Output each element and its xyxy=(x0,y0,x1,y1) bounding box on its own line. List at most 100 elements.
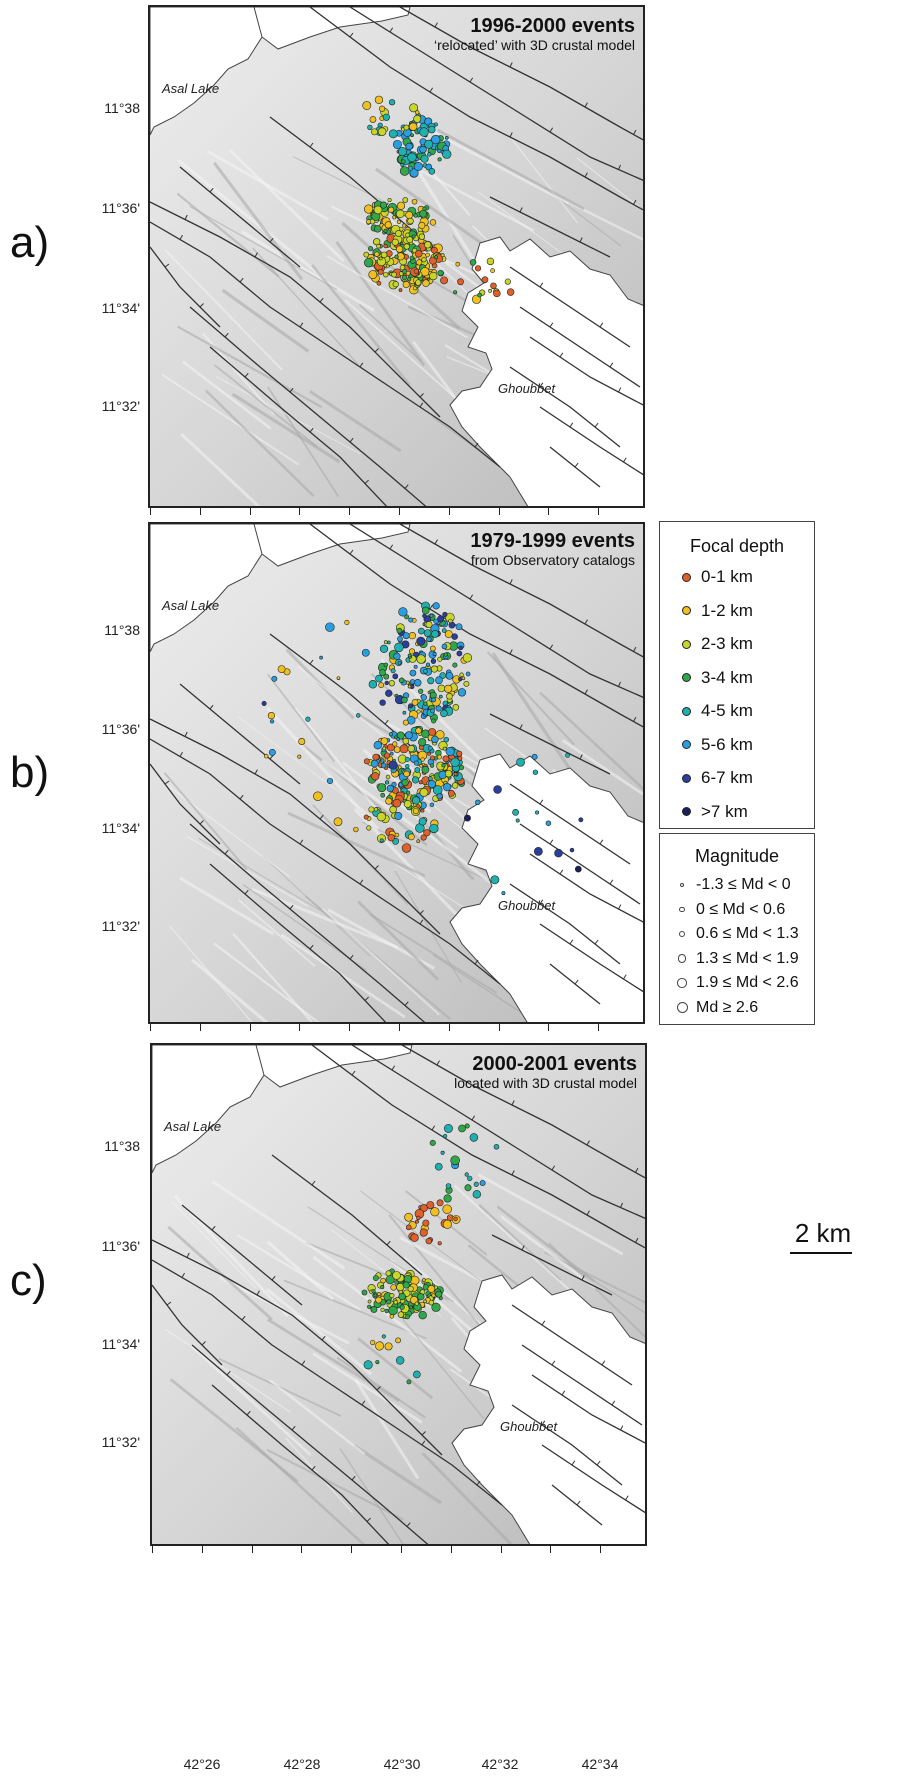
earthquake-event xyxy=(435,730,445,740)
earthquake-event xyxy=(409,679,416,685)
earthquake-event xyxy=(396,627,403,634)
map-panel-c: 2000-2001 events located with 3D crustal… xyxy=(150,1043,647,1546)
asal-lake-label: Asal Lake xyxy=(162,598,220,613)
panel-c-subtitle: located with 3D crustal model xyxy=(454,1075,637,1091)
earthquake-event xyxy=(389,732,393,737)
earthquake-event xyxy=(397,1311,405,1318)
relief-streak xyxy=(325,254,468,339)
asal-lake-shore xyxy=(253,524,411,567)
relief-streak xyxy=(283,1279,427,1340)
earthquake-event xyxy=(403,800,412,808)
earthquake-event xyxy=(391,781,397,787)
fault-tick xyxy=(633,199,637,205)
fault-line xyxy=(489,713,611,775)
earthquake-event xyxy=(416,1215,421,1221)
earthquake-event xyxy=(407,745,415,753)
fault-tick xyxy=(511,1170,515,1176)
longitude-tick xyxy=(448,1024,450,1031)
fault-tick xyxy=(476,1480,481,1486)
longitude-tick xyxy=(548,1024,550,1031)
fault-tick xyxy=(561,1390,566,1396)
earthquake-event xyxy=(368,680,378,689)
earthquake-event xyxy=(423,1299,427,1304)
earthquake-event xyxy=(395,1337,401,1344)
earthquake-event xyxy=(434,1162,443,1171)
depth-legend-item: 0-1 km xyxy=(682,566,753,588)
earthquake-event xyxy=(393,746,401,753)
earthquake-event xyxy=(372,1275,379,1281)
fault-line xyxy=(529,853,643,923)
fault-tick xyxy=(291,1425,296,1431)
depth-swatch xyxy=(682,673,691,682)
earthquake-event xyxy=(394,254,399,259)
earthquake-event xyxy=(361,648,370,657)
relief-streak xyxy=(561,739,643,796)
earthquake-event xyxy=(380,251,388,259)
fault-tick xyxy=(596,1460,601,1466)
earthquake-event xyxy=(424,241,432,249)
earthquake-event xyxy=(569,847,575,853)
earthquake-event xyxy=(409,669,417,677)
earthquake-event xyxy=(420,808,425,813)
earthquake-event xyxy=(423,829,431,837)
earthquake-event xyxy=(405,1314,410,1320)
depth-swatch xyxy=(682,706,691,716)
earthquake-event xyxy=(413,213,418,218)
earthquake-event xyxy=(397,661,402,665)
fault-tick xyxy=(635,1167,639,1173)
earthquake-event xyxy=(381,1334,386,1339)
fault-tick xyxy=(618,387,622,393)
fault-line xyxy=(150,221,501,468)
earthquake-event xyxy=(344,619,350,626)
earthquake-event xyxy=(418,817,427,826)
earthquake-event xyxy=(441,628,447,633)
fault-tick xyxy=(309,427,314,433)
earthquake-event xyxy=(363,1360,373,1370)
earthquake-event xyxy=(457,278,464,286)
relief-streak xyxy=(418,168,535,232)
relief-streak xyxy=(213,364,318,448)
magnitude-circle-icon xyxy=(677,954,687,963)
fault-tick xyxy=(541,1420,546,1426)
relief-streak xyxy=(344,299,460,402)
magnitude-legend-label: Md ≥ 2.6 xyxy=(696,998,759,1016)
earthquake-event xyxy=(429,1139,436,1146)
relief-streak xyxy=(391,1305,485,1420)
fault-tick xyxy=(434,22,438,28)
relief-streak xyxy=(478,1204,562,1282)
earthquake-event xyxy=(394,812,403,820)
earthquake-event xyxy=(467,1175,473,1181)
relief-streak xyxy=(179,876,274,936)
earthquake-event xyxy=(395,1356,405,1365)
relief-streak xyxy=(190,958,269,1022)
fault-tick xyxy=(349,437,354,443)
earthquake-event xyxy=(313,791,323,801)
fault-tick xyxy=(633,646,637,652)
fault-tick xyxy=(436,1060,440,1066)
earthquake-event xyxy=(405,790,411,795)
earthquake-event xyxy=(415,1219,419,1224)
relief-streak xyxy=(312,1255,463,1373)
fault-tick xyxy=(549,644,554,650)
earthquake-event xyxy=(535,810,540,815)
relief-streak xyxy=(213,942,320,1022)
earthquake-event xyxy=(420,154,429,163)
earthquake-event xyxy=(415,110,420,115)
fault-tick xyxy=(594,422,599,428)
earthquake-event xyxy=(419,787,429,797)
fault-tick xyxy=(509,132,513,138)
lat-label: 11°36' xyxy=(101,1238,140,1254)
earthquake-event xyxy=(261,700,267,707)
depth-legend-label: 3-4 km xyxy=(701,667,753,687)
fault-tick xyxy=(635,1237,639,1243)
longitude-tick xyxy=(498,1024,500,1031)
relief-streak xyxy=(511,138,578,224)
earthquake-event xyxy=(443,783,452,792)
fault-tick xyxy=(601,1360,606,1366)
earthquake-event xyxy=(326,777,334,785)
fault-tick xyxy=(319,814,324,820)
earthquake-event xyxy=(418,780,423,785)
earthquake-event xyxy=(427,677,435,685)
depth-legend-item: 4-5 km xyxy=(682,700,753,722)
depth-legend-label: 5-6 km xyxy=(701,734,753,754)
